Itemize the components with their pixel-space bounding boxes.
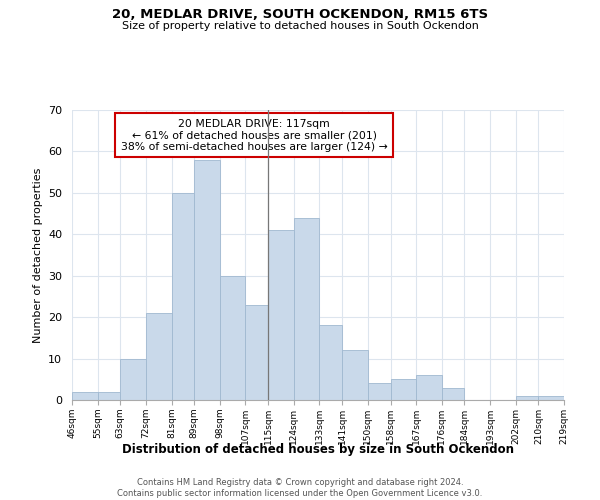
Bar: [98, 392, 121, 400]
Text: 20 MEDLAR DRIVE: 117sqm
← 61% of detached houses are smaller (201)
38% of semi-d: 20 MEDLAR DRIVE: 117sqm ← 61% of detache…: [121, 118, 388, 152]
Bar: [146, 313, 172, 400]
Bar: [268, 230, 294, 400]
Y-axis label: Number of detached properties: Number of detached properties: [32, 168, 43, 342]
Bar: [319, 326, 342, 400]
Text: Distribution of detached houses by size in South Ockendon: Distribution of detached houses by size …: [122, 442, 514, 456]
Bar: [121, 358, 146, 400]
Bar: [172, 193, 194, 400]
Text: Size of property relative to detached houses in South Ockendon: Size of property relative to detached ho…: [122, 21, 478, 31]
Bar: [245, 304, 268, 400]
Text: 20, MEDLAR DRIVE, SOUTH OCKENDON, RM15 6TS: 20, MEDLAR DRIVE, SOUTH OCKENDON, RM15 6…: [112, 8, 488, 20]
Bar: [442, 388, 464, 400]
Bar: [391, 380, 416, 400]
Bar: [72, 392, 98, 400]
Bar: [342, 350, 368, 400]
Text: Contains HM Land Registry data © Crown copyright and database right 2024.
Contai: Contains HM Land Registry data © Crown c…: [118, 478, 482, 498]
Bar: [416, 375, 442, 400]
Bar: [220, 276, 245, 400]
Bar: [368, 384, 391, 400]
Bar: [294, 218, 319, 400]
Bar: [538, 396, 564, 400]
Bar: [515, 396, 538, 400]
Bar: [194, 160, 220, 400]
